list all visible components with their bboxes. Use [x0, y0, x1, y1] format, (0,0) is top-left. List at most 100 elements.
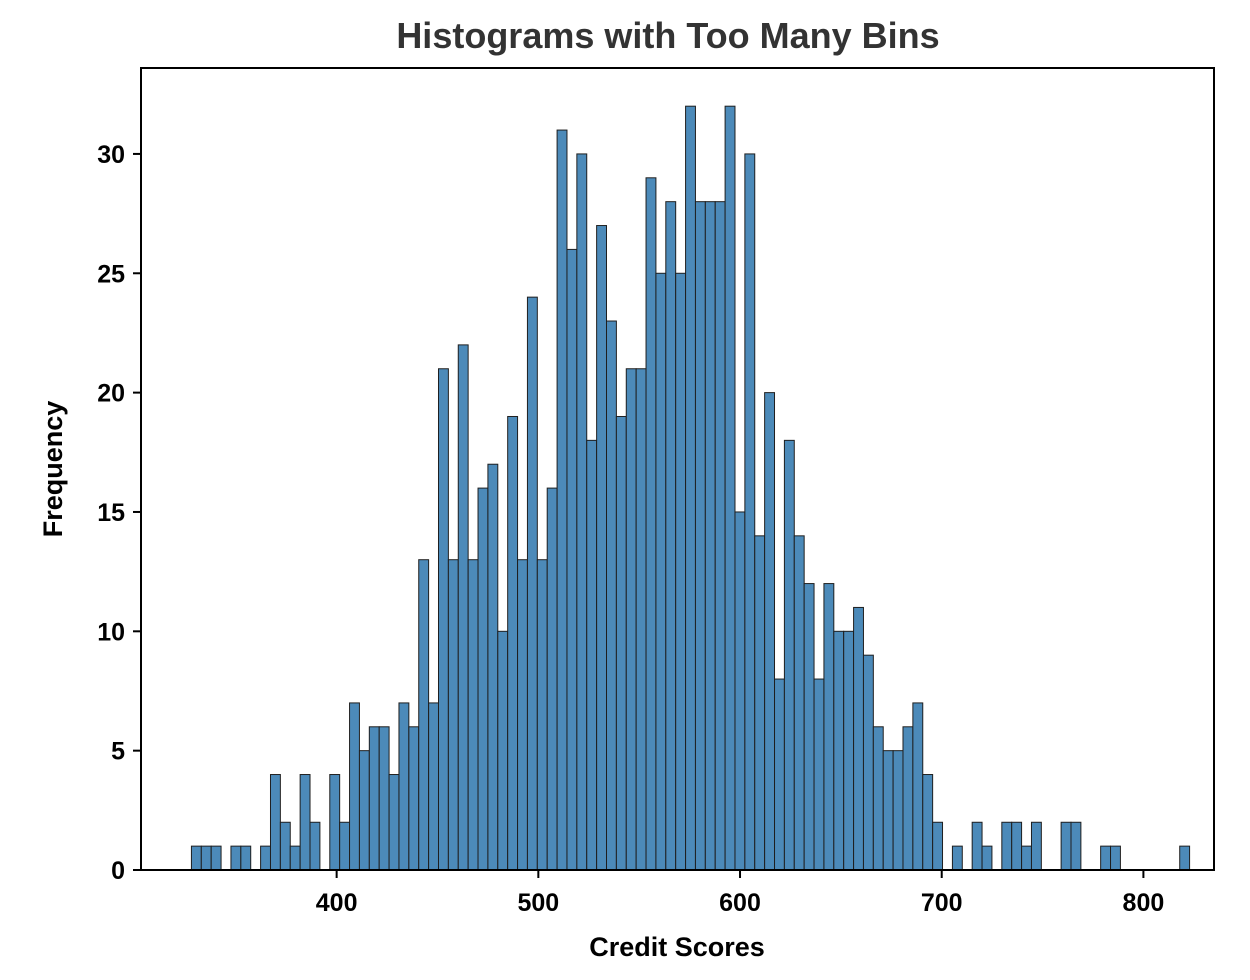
histogram-bar: [892, 750, 904, 871]
histogram-bar: [823, 583, 835, 871]
histogram-bar: [843, 630, 855, 871]
y-axis-label: Frequency: [38, 401, 68, 538]
histogram-bar: [596, 225, 608, 871]
histogram-bar: [260, 845, 271, 871]
histogram-bar: [1021, 845, 1032, 871]
histogram-bar: [645, 177, 657, 871]
y-tick-label: 10: [97, 618, 125, 646]
x-tick-label: 700: [921, 889, 963, 917]
histogram-bar: [704, 201, 716, 871]
histogram-bar: [437, 368, 449, 871]
histogram-bar: [546, 487, 558, 871]
histogram-bar: [951, 845, 963, 871]
y-tick-label: 20: [97, 380, 125, 408]
histogram-bar: [517, 559, 528, 871]
histogram-bar: [447, 559, 459, 871]
histogram-bar: [764, 392, 776, 871]
histogram-bar: [368, 726, 380, 871]
histogram-bar: [724, 105, 736, 871]
histogram-bar: [349, 702, 360, 871]
histogram-bar: [378, 726, 390, 871]
x-tick-label: 500: [517, 889, 559, 917]
histogram-bar: [981, 845, 993, 871]
histogram-bar: [1060, 821, 1072, 871]
histogram-bar: [902, 726, 914, 871]
histogram-bar: [606, 320, 617, 871]
histogram-bar: [536, 559, 548, 871]
histogram-bar: [932, 821, 944, 871]
y-tick-label: 0: [111, 857, 125, 885]
histogram-bar: [813, 678, 825, 871]
histogram-bar: [398, 702, 410, 871]
histogram-bar: [1070, 821, 1082, 871]
histogram-bar: [635, 368, 647, 871]
bars-group: [190, 105, 1191, 871]
histogram-bar: [210, 845, 222, 871]
histogram-bar: [240, 845, 252, 871]
histogram-bar: [675, 272, 687, 871]
y-axis-ticks: 0 5 10 15 20 25 30: [97, 141, 141, 885]
histogram-bar: [1030, 821, 1042, 871]
histogram-bar: [912, 702, 924, 871]
histogram-bar: [665, 201, 677, 871]
histogram-bar: [615, 415, 627, 871]
histogram-bar: [754, 535, 766, 871]
histogram-bar: [1179, 845, 1191, 871]
histogram-bar: [793, 535, 805, 871]
histogram-bar: [477, 487, 489, 871]
plot-frame: [140, 67, 1215, 871]
histogram-bar: [586, 439, 598, 871]
histogram-bar: [1011, 821, 1023, 871]
histogram-bar: [467, 559, 479, 871]
histogram-bar: [625, 368, 637, 871]
histogram-bar: [922, 774, 934, 871]
x-tick-label: 600: [719, 889, 761, 917]
x-tick-label: 800: [1123, 889, 1165, 917]
x-axis-label: Credit Scores: [589, 932, 765, 962]
histogram-bar: [408, 726, 420, 871]
histogram-bar: [853, 606, 864, 871]
y-tick-label: 25: [97, 260, 125, 288]
histogram-bar: [882, 750, 894, 871]
histogram-bar: [526, 296, 538, 871]
histogram-bar: [230, 845, 242, 871]
y-tick-label: 30: [97, 141, 125, 169]
histogram-bar: [457, 344, 469, 871]
histogram-bar: [872, 726, 884, 871]
histogram-bar: [774, 678, 785, 871]
histogram-bar: [339, 821, 351, 871]
histogram-bar: [190, 845, 202, 871]
histogram-bar: [418, 559, 430, 871]
histogram-bar: [655, 272, 667, 871]
histogram-bar: [576, 153, 588, 871]
histogram-bar: [388, 774, 400, 871]
histogram-bar: [309, 821, 321, 871]
histogram-bar: [566, 248, 578, 871]
y-tick-label: 5: [111, 738, 125, 766]
histogram-bar: [269, 774, 281, 871]
histogram-bar: [694, 201, 706, 871]
histogram-bar: [744, 153, 756, 871]
chart-title: Histograms with Too Many Bins: [396, 15, 939, 56]
histogram-bar: [358, 750, 370, 871]
histogram-bar: [714, 201, 726, 871]
histogram-bar: [279, 821, 291, 871]
histogram-bar: [428, 702, 439, 871]
histogram-bar: [803, 583, 815, 871]
histogram-bar: [487, 463, 499, 871]
histogram-bar: [329, 774, 341, 871]
histogram-bar: [299, 774, 311, 871]
histogram-bar: [1110, 845, 1121, 871]
histogram-bar: [685, 105, 696, 871]
histogram-bar: [971, 821, 983, 871]
x-tick-label: 400: [316, 889, 358, 917]
histogram-bar: [734, 511, 746, 871]
x-axis-ticks: 400 500 600 700 800: [316, 870, 1164, 917]
histogram-bar: [497, 630, 509, 871]
histogram-bar: [200, 845, 212, 871]
histogram-bar: [507, 415, 519, 871]
histogram-bar: [783, 439, 795, 871]
histogram-bar: [833, 630, 845, 871]
histogram-bar: [556, 129, 568, 871]
